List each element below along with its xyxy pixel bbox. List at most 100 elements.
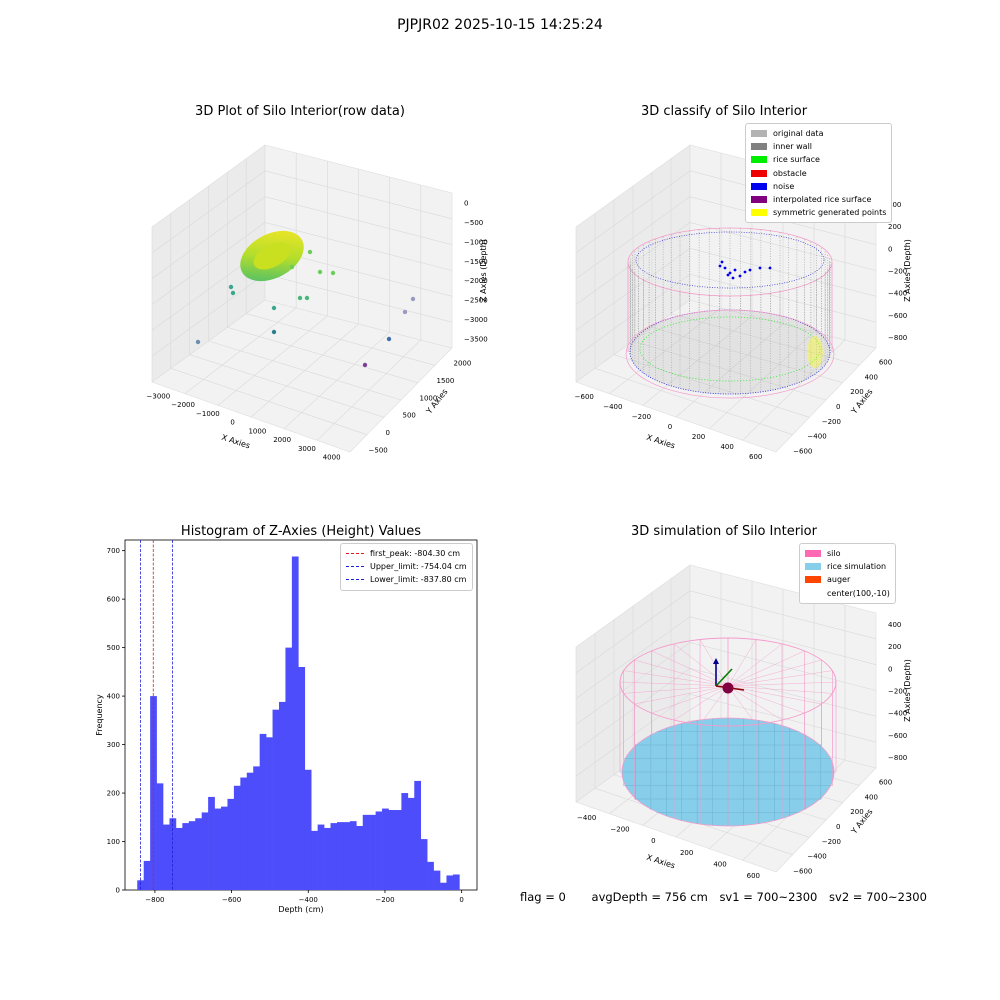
y-tick-label: 400	[107, 693, 120, 701]
histogram-bar	[291, 556, 299, 890]
histogram-bar	[311, 830, 318, 890]
silo-roof-line	[651, 685, 729, 714]
noise-point	[723, 266, 727, 270]
classify-legend: original data inner wall rice surface obsta…	[745, 123, 893, 224]
y-tick-label: −200	[822, 838, 841, 846]
x-tick-label: −800	[145, 896, 164, 904]
y-tick-label: 400	[865, 373, 878, 381]
x-tick-label: 0	[459, 896, 463, 904]
z-tick-label: −800	[888, 754, 907, 762]
x-tick-label: −2000	[171, 401, 195, 409]
raw-data-point	[271, 305, 277, 311]
histogram-legend: first_peak: -804.30 cm Upper_limit: -754.…	[340, 543, 473, 591]
raw-data-point	[330, 270, 336, 276]
y-tick-label: 200	[850, 808, 863, 816]
grid-line	[575, 616, 877, 699]
y-tick-label: 2000	[454, 360, 472, 368]
legend-label: first_peak: -804.30 cm	[370, 549, 461, 559]
raw-plot-title: 3D Plot of Silo Interior(row data)	[195, 104, 405, 119]
histogram-bar	[304, 769, 312, 890]
z-tick-label: −800	[888, 334, 907, 342]
legend-entry: inner wall	[751, 140, 886, 153]
legend-label: center(100,-10)	[827, 588, 890, 598]
grid-line	[575, 196, 877, 279]
histogram-bar	[163, 824, 170, 890]
x-tick-label: 200	[680, 849, 693, 857]
histogram-bar	[156, 783, 164, 890]
raw-data-point	[230, 290, 236, 296]
histogram-bar	[201, 812, 209, 890]
legend-label: silo	[827, 549, 841, 559]
sv1-value: sv1 = 700~2300	[719, 890, 818, 904]
legend-swatch	[346, 579, 364, 581]
histogram-bar	[317, 824, 325, 890]
z-tick-label: −2000	[464, 277, 488, 285]
x-tick-label: 0	[651, 837, 655, 845]
histogram-bar	[182, 823, 190, 890]
z-axis-label: Z Axies (Depth)	[903, 659, 912, 722]
raw-data-point	[410, 296, 416, 302]
z-tick-label: −600	[888, 732, 907, 740]
histogram-bar	[349, 821, 357, 890]
histogram-bar	[356, 826, 364, 890]
legend-entry: Upper_limit: -754.04 cm	[346, 560, 467, 573]
histogram-bar	[188, 821, 196, 890]
z-tick-label: −600	[888, 312, 907, 320]
histogram-bar	[221, 806, 228, 890]
x-tick-label: −1000	[196, 410, 220, 418]
legend-entry: silo	[805, 547, 890, 560]
x-tick-label: 0	[230, 419, 234, 427]
z-tick-label: −400	[888, 290, 907, 298]
histogram-bar	[272, 709, 280, 890]
y-tick-label: 1000	[420, 394, 438, 402]
x-tick-label: −3000	[147, 392, 171, 400]
histogram-y-label: Frequency	[95, 694, 104, 736]
raw-data-point	[297, 295, 303, 301]
legend-entry: noise	[751, 180, 886, 193]
histogram-bar	[330, 823, 338, 890]
legend-label: obstacle	[773, 168, 807, 178]
legend-entry: auger	[805, 573, 890, 586]
silo-roof-line	[727, 685, 822, 705]
histogram-bar	[298, 667, 306, 890]
histogram-bar	[375, 811, 383, 890]
histogram-bar	[407, 797, 415, 890]
histogram-bar	[208, 796, 215, 890]
noise-point	[733, 268, 737, 272]
silo-roof-line	[727, 685, 783, 721]
raw-data-point	[402, 309, 408, 315]
z-tick-label: −3500	[464, 335, 488, 343]
y-tick-label: 600	[879, 358, 892, 366]
histogram-bar	[227, 798, 235, 890]
raw-data-point	[271, 329, 277, 335]
histogram-bar	[388, 810, 396, 890]
rice-surface-ring	[639, 316, 821, 382]
histogram-bar	[266, 737, 273, 890]
y-tick-label: −600	[793, 448, 812, 456]
x-tick-label: 400	[720, 443, 733, 451]
silo-roof-line	[727, 670, 833, 687]
noise-point	[731, 276, 735, 280]
sv2-value: sv2 = 700~2300	[829, 890, 927, 904]
y-tick-label: −500	[369, 446, 388, 454]
legend-label: rice simulation	[827, 562, 887, 572]
triad-z-head	[713, 658, 719, 664]
histogram-bar	[240, 777, 248, 890]
legend-swatch	[751, 130, 767, 138]
histogram-bar	[401, 793, 409, 890]
histogram-bar	[324, 827, 331, 890]
silo-roof-line	[727, 650, 805, 687]
y-tick-label: 500	[403, 412, 416, 420]
legend-swatch	[805, 550, 821, 558]
flag-value: flag = 0	[520, 890, 566, 904]
raw-data-point	[386, 336, 392, 342]
legend-label: original data	[773, 129, 824, 139]
y-tick-label: −400	[807, 433, 826, 441]
grid-line	[151, 170, 453, 254]
y-tick-label: 0	[836, 823, 840, 831]
y-tick-label: −600	[793, 868, 812, 876]
silo-roof-line	[623, 670, 729, 687]
